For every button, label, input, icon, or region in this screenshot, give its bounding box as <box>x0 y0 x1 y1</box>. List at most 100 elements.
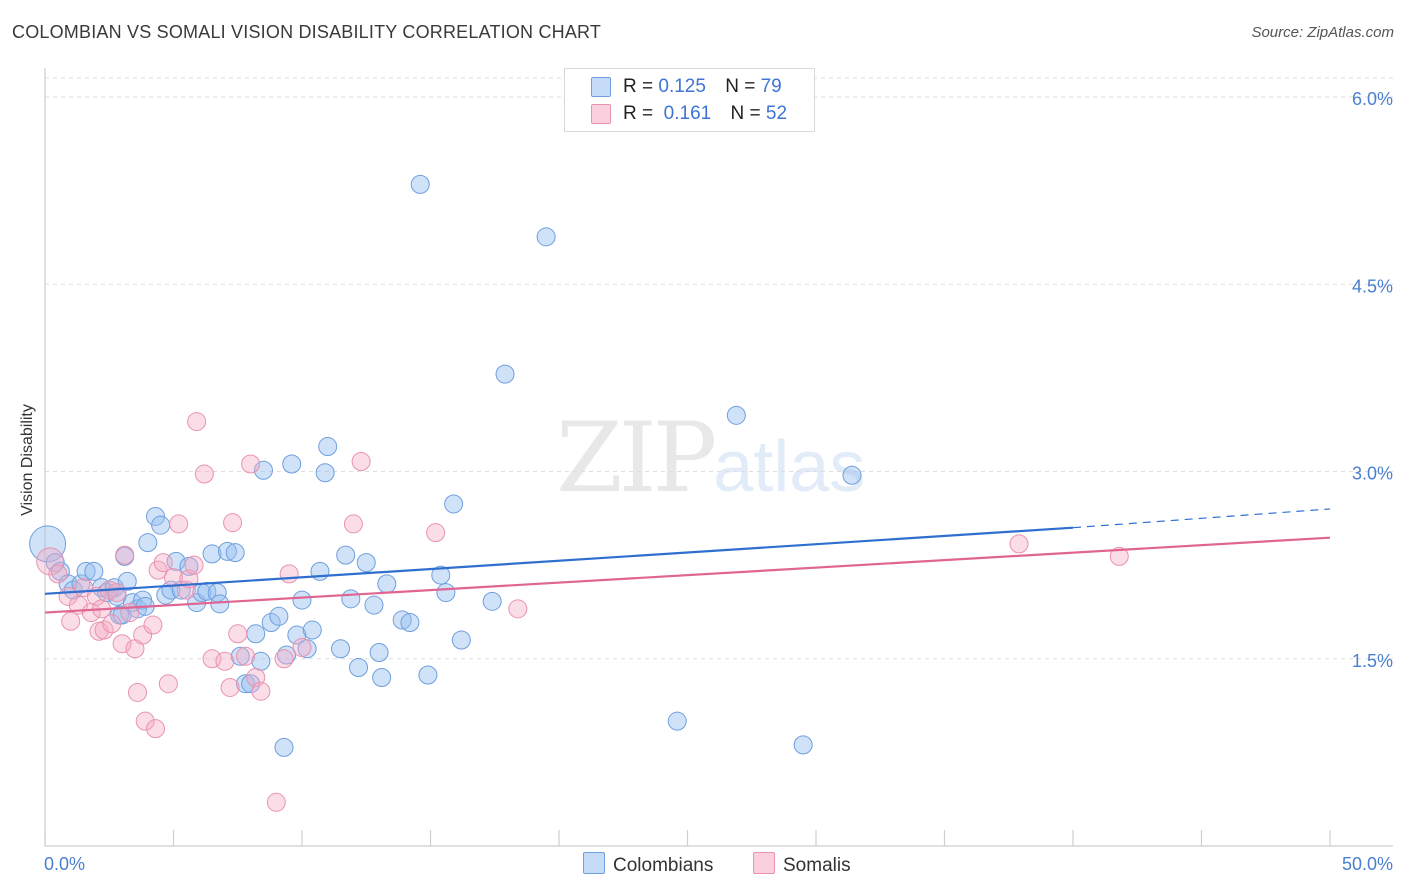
colombian-point <box>246 624 266 644</box>
colombians-trend-extension <box>1072 508 1331 529</box>
bottom-legend-colombians-label: Colombians <box>613 855 714 876</box>
colombian-point <box>138 533 158 553</box>
somali-point <box>279 564 299 584</box>
source-label: Source: ZipAtlas.com <box>1251 24 1394 41</box>
colombian-point <box>29 525 67 563</box>
colombian-point <box>336 545 356 565</box>
somali-point <box>158 674 178 694</box>
bottom-legend-somalis-label: Somalis <box>783 855 851 876</box>
colombian-point <box>726 405 746 425</box>
colombian-point <box>331 639 351 659</box>
somali-point <box>215 651 235 671</box>
watermark-atlas: atlas <box>713 427 866 507</box>
y-tick-label: 1.5% <box>1352 651 1393 671</box>
somali-point <box>112 634 132 654</box>
legend-r-value: 0.125 <box>658 76 706 97</box>
legend-n-value: 52 <box>765 103 788 124</box>
somali-point <box>1009 534 1029 554</box>
somali-point <box>133 625 153 645</box>
somali-point <box>36 547 65 576</box>
somali-point <box>187 412 207 432</box>
somali-point <box>274 649 294 669</box>
colombian-point <box>45 553 65 573</box>
colombian-point <box>84 561 104 581</box>
y-tick-label: 6.0% <box>1352 89 1393 109</box>
somalis-trend-line <box>44 536 1331 614</box>
colombian-point <box>277 645 297 665</box>
colombian-point <box>315 463 335 483</box>
colombian-point <box>436 583 456 603</box>
somali-point <box>241 454 261 474</box>
watermark-zip: ZIP <box>556 402 717 514</box>
somali-point <box>194 464 214 484</box>
colombian-point <box>341 589 361 609</box>
legend-r-label: R = <box>623 103 654 124</box>
colombian-point <box>310 561 330 581</box>
colombian-point <box>282 454 302 474</box>
colombian-point <box>349 657 369 677</box>
colombian-point <box>241 674 261 694</box>
legend-n-value: 79 <box>760 76 782 97</box>
trend-lines <box>44 508 1331 614</box>
axis-ticks <box>44 830 1331 846</box>
somali-point <box>251 681 271 701</box>
y-tick-label: 4.5% <box>1352 276 1393 296</box>
colombians-trend-line <box>44 526 1074 595</box>
colombian-point <box>495 364 515 384</box>
tick-labels: 1.5% 3.0% 4.5% 6.0% 0.0% 50.0% <box>44 89 1393 874</box>
bottom-legend-somalis: Somalis <box>753 852 851 877</box>
colombian-point <box>269 606 289 626</box>
colombian-point <box>287 625 307 645</box>
colombian-point <box>274 737 294 757</box>
somali-point <box>235 646 255 666</box>
watermark: ZIPatlas <box>556 402 865 514</box>
bottom-swatch-somalis <box>753 852 775 874</box>
somali-point <box>508 599 528 619</box>
somali-point <box>184 555 204 575</box>
somali-point <box>292 638 312 658</box>
colombian-point <box>217 541 237 561</box>
colombian-point <box>318 437 338 457</box>
bottom-swatch-colombians <box>583 852 605 874</box>
somali-point <box>61 611 81 631</box>
colombian-point <box>377 574 397 594</box>
gridlines <box>45 77 1393 660</box>
colombian-point <box>410 174 430 194</box>
legend-text-somalis: R = 0.161 N = 52 <box>623 103 787 125</box>
somali-point <box>351 452 371 472</box>
colombian-point <box>261 613 281 633</box>
legend-r-label: R = <box>623 76 654 97</box>
somali-point <box>102 614 122 634</box>
somali-point <box>94 620 114 640</box>
colombian-point <box>418 665 438 685</box>
colombian-point <box>451 630 471 650</box>
y-tick-label: 3.0% <box>1352 464 1393 484</box>
somali-point <box>143 615 163 635</box>
colombian-point <box>392 610 412 630</box>
somali-point <box>426 523 446 543</box>
bottom-legend-colombians: Colombians <box>583 852 713 877</box>
colombian-point <box>667 711 687 731</box>
legend-r-value: 0.161 <box>658 103 712 124</box>
colombian-point <box>225 543 245 563</box>
y-axis-label: Vision Disability <box>19 404 36 516</box>
data-points <box>29 174 1129 812</box>
colombian-point <box>400 613 420 633</box>
somali-point <box>228 624 248 644</box>
legend-swatch-somalis <box>591 104 611 124</box>
colombian-point <box>292 590 312 610</box>
axes <box>44 68 1393 847</box>
somali-point <box>146 719 166 739</box>
colombian-point <box>536 227 556 247</box>
somali-point <box>343 514 363 534</box>
legend-n-label: N = <box>725 76 756 97</box>
x-tick-label: 0.0% <box>44 854 85 874</box>
colombian-point <box>793 735 813 755</box>
legend-n-label: N = <box>730 103 761 124</box>
legend-text-colombians: R = 0.125 N = 79 <box>623 76 782 98</box>
somali-point <box>220 677 240 697</box>
colombian-point <box>356 553 376 573</box>
colombian-point <box>372 667 392 687</box>
colombian-point <box>302 620 322 640</box>
